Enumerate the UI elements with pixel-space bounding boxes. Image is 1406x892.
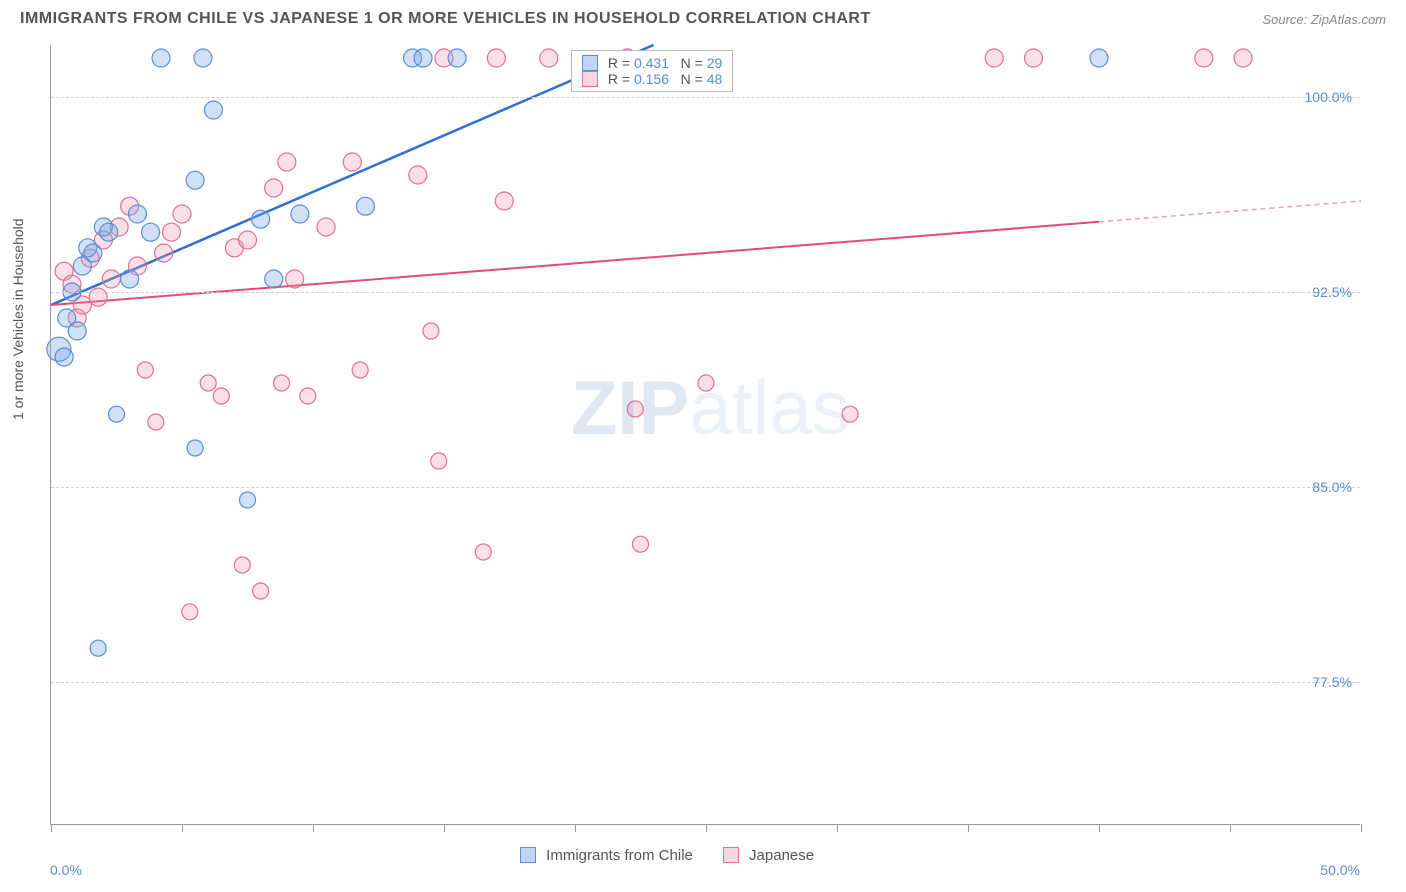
scatter-svg [51,45,1360,824]
xtick [837,824,838,832]
data-point-pink [155,244,173,262]
ytick-label: 92.5% [1312,284,1352,300]
ytick-label: 77.5% [1312,674,1352,690]
chart-title: IMMIGRANTS FROM CHILE VS JAPANESE 1 OR M… [20,10,871,28]
data-point-pink [352,362,368,378]
data-point-pink [842,406,858,422]
data-point-pink [163,223,181,241]
data-point-pink [265,179,283,197]
data-point-blue [356,197,374,215]
data-point-pink [278,153,296,171]
swatch-blue-icon [520,847,536,863]
xtick [182,824,183,832]
xtick [444,824,445,832]
legend-item-blue: Immigrants from Chile [520,847,693,864]
data-point-pink [423,323,439,339]
xtick [1361,824,1362,832]
source-label: Source: ZipAtlas.com [1262,12,1386,27]
data-point-pink [239,231,257,249]
data-point-blue [186,171,204,189]
data-point-pink [698,375,714,391]
data-point-blue [291,205,309,223]
data-point-pink [317,218,335,236]
data-point-pink [487,49,505,67]
data-point-pink [274,375,290,391]
legend-item-pink: Japanese [723,847,814,864]
xtick [1230,824,1231,832]
data-point-blue [414,49,432,67]
data-point-pink [985,49,1003,67]
bottom-legend: Immigrants from Chile Japanese [520,847,814,864]
gridline [51,292,1360,293]
data-point-pink [1025,49,1043,67]
swatch-blue-icon [582,55,598,71]
data-point-blue [204,101,222,119]
data-point-blue [265,270,283,288]
data-point-pink [475,544,491,560]
xtick [1099,824,1100,832]
data-point-blue [55,348,73,366]
data-point-pink [213,388,229,404]
gridline [51,682,1360,683]
data-point-blue [152,49,170,67]
swatch-pink-icon [582,71,598,87]
data-point-pink [137,362,153,378]
data-point-pink [102,270,120,288]
gridline [51,97,1360,98]
data-point-pink [540,49,558,67]
xtick [51,824,52,832]
xtick [313,824,314,832]
stats-row-blue: R = 0.431 N = 29 [582,55,722,71]
x-min-label: 0.0% [50,862,82,878]
data-point-pink [253,583,269,599]
y-axis-label: 1 or more Vehicles in Household [10,218,26,420]
stats-row-pink: R = 0.156 N = 48 [582,71,722,87]
data-point-blue [84,244,102,262]
ytick-label: 85.0% [1312,479,1352,495]
data-point-blue [142,223,160,241]
data-point-pink [89,288,107,306]
data-point-pink [431,453,447,469]
gridline [51,487,1360,488]
data-point-pink [633,536,649,552]
xtick [706,824,707,832]
data-point-blue [90,640,106,656]
data-point-pink [627,401,643,417]
data-point-blue [128,205,146,223]
chart-plot-area: ZIPatlas R = 0.431 N = 29 R = 0.156 N = … [50,45,1360,825]
data-point-blue [240,492,256,508]
data-point-pink [200,375,216,391]
ytick-label: 100.0% [1305,89,1352,105]
trend-line-pink-dash [1099,201,1361,222]
data-point-pink [148,414,164,430]
data-point-blue [448,49,466,67]
data-point-pink [234,557,250,573]
data-point-pink [173,205,191,223]
data-point-pink [409,166,427,184]
data-point-pink [300,388,316,404]
data-point-pink [1234,49,1252,67]
data-point-blue [194,49,212,67]
data-point-blue [121,270,139,288]
data-point-pink [182,604,198,620]
stats-legend: R = 0.431 N = 29 R = 0.156 N = 48 [571,50,733,92]
xtick [575,824,576,832]
data-point-blue [1090,49,1108,67]
data-point-blue [252,210,270,228]
data-point-blue [109,406,125,422]
data-point-blue [187,440,203,456]
data-point-pink [286,270,304,288]
data-point-blue [68,322,86,340]
xtick [968,824,969,832]
swatch-pink-icon [723,847,739,863]
data-point-pink [495,192,513,210]
data-point-pink [1195,49,1213,67]
data-point-blue [100,223,118,241]
data-point-pink [343,153,361,171]
x-max-label: 50.0% [1320,862,1360,878]
